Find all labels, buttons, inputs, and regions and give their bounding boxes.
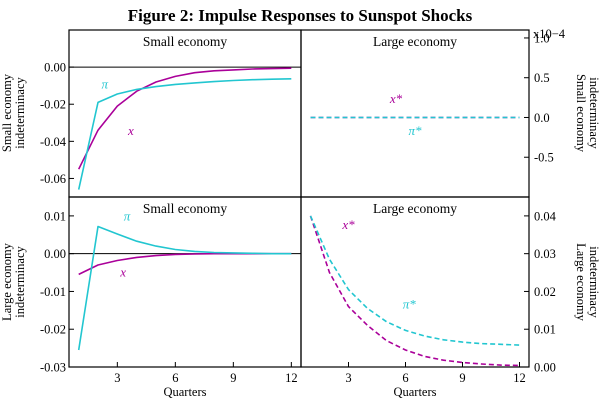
plot-area: 0.00-0.02-0.04-0.06xπ1.00.50.0-0.5x*π*0.… xyxy=(40,31,557,385)
y-tick-label: 0.5 xyxy=(534,71,550,85)
series-line-pi xyxy=(77,78,292,190)
series-label-x: x xyxy=(127,123,134,138)
y-scale-factor-label: x10−4 xyxy=(533,27,566,41)
y-tick-label: 0.03 xyxy=(534,247,556,261)
x-tick-label: 12 xyxy=(285,371,298,385)
panel-0: 0.00 -0.02 -0.04 -0.06 x π xyxy=(40,61,301,190)
y-tick-label: 0.02 xyxy=(534,285,556,299)
panel-frame-bottom-right xyxy=(300,196,530,368)
y-tick-label: -0.03 xyxy=(40,361,66,375)
panel-title-top-left: Small economy xyxy=(143,34,228,49)
x-tick-label: 3 xyxy=(114,371,120,385)
panel-2: 0.01 0.00 -0.01 -0.02 -0.03 3 6 9 12 x π xyxy=(40,208,301,385)
y-tick-label: 0.00 xyxy=(44,247,66,261)
series-label-x*: x* xyxy=(341,217,355,232)
figure-title: Figure 2: Impulse Responses to Sunspot S… xyxy=(128,6,473,25)
row-label-left-top-line-2: indeterminacy xyxy=(13,77,27,149)
y-tick-label: 0.00 xyxy=(534,361,556,375)
panel-title-bottom-left: Small economy xyxy=(143,201,228,216)
y-tick-label: 0.04 xyxy=(534,209,557,223)
series-label-x: x xyxy=(119,264,126,279)
series-line-x xyxy=(78,252,292,276)
row-label-right-bottom: Large economy indeterminacy xyxy=(574,243,600,322)
panel-frame-top-left xyxy=(68,29,302,198)
series-line-pi* xyxy=(309,215,520,346)
row-label-left-bottom-line-1: Large economy xyxy=(0,242,14,321)
y-tick-label: -0.01 xyxy=(40,285,66,299)
y-tick-label: -0.02 xyxy=(40,323,66,337)
series-label-pi*: π* xyxy=(408,123,422,138)
row-label-right-top-line-2: indeterminacy xyxy=(587,77,600,149)
row-label-left-bottom: Large economy indeterminacy xyxy=(0,242,27,321)
x-tick-label: 9 xyxy=(230,371,236,385)
panel-1: 1.0 0.5 0.0 -0.5 x* π* xyxy=(310,31,554,165)
panel-3: 0.04 0.03 0.02 0.01 0.00 3 6 9 12 x* π* xyxy=(309,209,557,385)
series-label-pi*: π* xyxy=(403,296,417,311)
y-tick-label: 0.0 xyxy=(534,111,550,125)
x-tick-label: 6 xyxy=(402,371,408,385)
row-label-right-top: Small economy indeterminacy xyxy=(574,74,600,153)
x-tick-label: 3 xyxy=(345,371,351,385)
series-label-pi: π xyxy=(124,208,131,223)
y-tick-label: 0.00 xyxy=(44,61,66,75)
x-tick-label: 12 xyxy=(513,371,526,385)
series-label-pi: π xyxy=(102,76,109,91)
series-line-pi xyxy=(77,225,292,351)
row-label-left-bottom-line-2: indeterminacy xyxy=(13,246,27,318)
y-tick-label: 0.01 xyxy=(44,209,66,223)
x-tick-label: 6 xyxy=(172,371,178,385)
row-label-left-top-line-1: Small economy xyxy=(0,73,14,152)
x-tick-label: 9 xyxy=(459,371,465,385)
y-tick-label: -0.04 xyxy=(40,135,67,149)
series-line-x* xyxy=(309,215,520,367)
panel-frame-bottom-left xyxy=(68,196,302,368)
row-label-right-bottom-line-1: Large economy xyxy=(574,243,588,322)
series-line-x xyxy=(77,67,292,170)
y-tick-label: -0.5 xyxy=(534,151,554,165)
series-label-x*: x* xyxy=(389,91,403,106)
x-axis-label-right: Quarters xyxy=(393,385,436,399)
y-tick-label: -0.06 xyxy=(40,172,66,186)
panel-title-bottom-right: Large economy xyxy=(373,201,457,216)
row-label-right-top-line-1: Small economy xyxy=(574,74,588,153)
y-tick-label: 0.01 xyxy=(534,323,556,337)
y-tick-label: -0.02 xyxy=(40,98,66,112)
panel-title-top-right: Large economy xyxy=(373,34,457,49)
row-label-right-bottom-line-2: indeterminacy xyxy=(587,246,600,318)
x-axis-label-left: Quarters xyxy=(163,385,206,399)
panel-frame-top-right xyxy=(300,29,530,198)
row-label-left-top: Small economy indeterminacy xyxy=(0,73,27,152)
y-tick-label: 1.0 xyxy=(534,31,550,45)
